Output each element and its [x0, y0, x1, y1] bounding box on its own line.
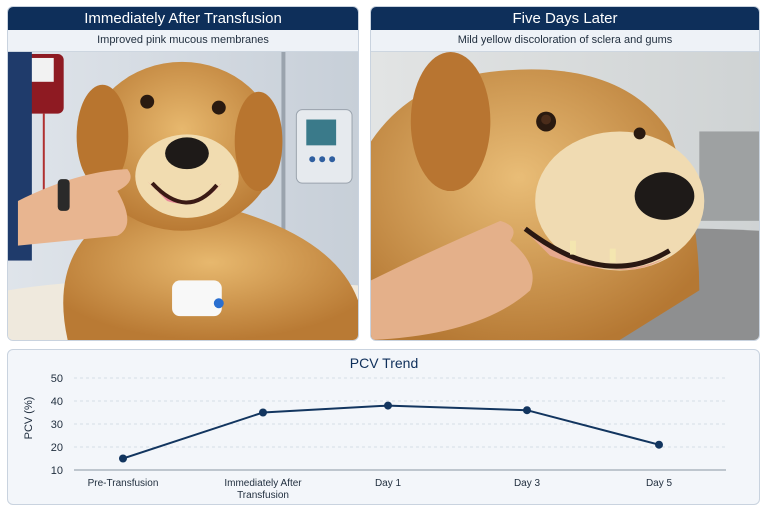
data-point	[384, 401, 392, 410]
series-line	[122, 404, 660, 460]
y-tick-label: 20	[51, 442, 63, 454]
x-tick-labels: Pre-Transfusion Immediately After Transfus…	[88, 478, 673, 501]
x-tick-label: Pre-Transfusion	[88, 478, 159, 489]
x-tick-label: Day 3	[514, 478, 541, 489]
panel-caption: Improved pink mucous membranes	[8, 30, 358, 52]
panel-title: Five Days Later	[371, 7, 759, 30]
grid-lines	[74, 377, 726, 471]
data-point	[259, 408, 267, 417]
y-axis-title: PCV (%)	[23, 397, 35, 440]
y-tick-label: 30	[51, 419, 63, 431]
dog-photo-after-transfusion	[8, 52, 358, 340]
x-tick-label: Immediately After Transfusion	[224, 478, 302, 501]
photo-panel-five-days-later: Five Days Later Mild yellow discoloratio…	[370, 6, 760, 341]
y-tick-label: 10	[51, 465, 63, 477]
x-tick-label: Day 1	[375, 478, 402, 489]
panel-caption: Mild yellow discoloration of sclera and …	[371, 30, 759, 52]
x-tick-label: Day 5	[646, 478, 673, 489]
y-tick-label: 50	[51, 373, 63, 385]
y-tick-labels: 10 20 30 40 50	[51, 373, 63, 477]
data-point	[655, 440, 663, 449]
pcv-trend-svg: PCV Trend PCV (%) 10 20 30 40 50 Pre-Transfu…	[23, 355, 726, 501]
photo-panel-after-transfusion: Immediately After Transfusion Improved p…	[7, 6, 359, 341]
chart-title: PCV Trend	[350, 355, 418, 371]
panel-title: Immediately After Transfusion	[8, 7, 358, 30]
pcv-series	[119, 401, 663, 463]
dog-photo-five-days-later	[371, 52, 759, 340]
pcv-trend-chart: PCV Trend PCV (%) 10 20 30 40 50 Pre-Transfu…	[7, 349, 760, 505]
data-point	[523, 406, 531, 415]
data-point	[119, 454, 127, 463]
y-tick-label: 40	[51, 396, 63, 408]
